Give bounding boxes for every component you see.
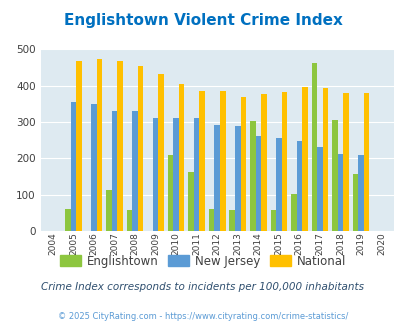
Bar: [126, 210, 132, 231]
Bar: [331, 119, 337, 231]
Bar: [209, 209, 214, 231]
Bar: [106, 190, 111, 231]
Legend: Englishtown, New Jersey, National: Englishtown, New Jersey, National: [55, 250, 350, 273]
Bar: [188, 172, 194, 231]
Bar: [281, 92, 286, 231]
Bar: [179, 84, 184, 231]
Bar: [301, 86, 307, 231]
Bar: [337, 154, 342, 231]
Bar: [91, 104, 96, 231]
Bar: [240, 97, 245, 231]
Bar: [70, 102, 76, 231]
Text: © 2025 CityRating.com - https://www.cityrating.com/crime-statistics/: © 2025 CityRating.com - https://www.city…: [58, 312, 347, 321]
Bar: [220, 90, 225, 231]
Bar: [76, 61, 81, 231]
Bar: [270, 210, 275, 231]
Bar: [132, 111, 138, 231]
Bar: [111, 111, 117, 231]
Bar: [255, 136, 260, 231]
Bar: [342, 93, 348, 231]
Bar: [96, 59, 102, 231]
Bar: [352, 174, 357, 231]
Bar: [316, 147, 322, 231]
Bar: [117, 61, 123, 231]
Text: Crime Index corresponds to incidents per 100,000 inhabitants: Crime Index corresponds to incidents per…: [41, 282, 364, 292]
Bar: [311, 63, 316, 231]
Bar: [214, 125, 220, 231]
Bar: [65, 209, 70, 231]
Bar: [229, 210, 234, 231]
Bar: [199, 90, 205, 231]
Bar: [194, 118, 199, 231]
Bar: [167, 155, 173, 231]
Bar: [158, 74, 164, 231]
Bar: [260, 94, 266, 231]
Text: Englishtown Violent Crime Index: Englishtown Violent Crime Index: [64, 13, 341, 28]
Bar: [173, 118, 179, 231]
Bar: [152, 118, 158, 231]
Bar: [234, 126, 240, 231]
Bar: [363, 93, 369, 231]
Bar: [357, 155, 363, 231]
Bar: [296, 141, 301, 231]
Bar: [275, 138, 281, 231]
Bar: [290, 194, 296, 231]
Bar: [138, 66, 143, 231]
Bar: [249, 121, 255, 231]
Bar: [322, 88, 327, 231]
